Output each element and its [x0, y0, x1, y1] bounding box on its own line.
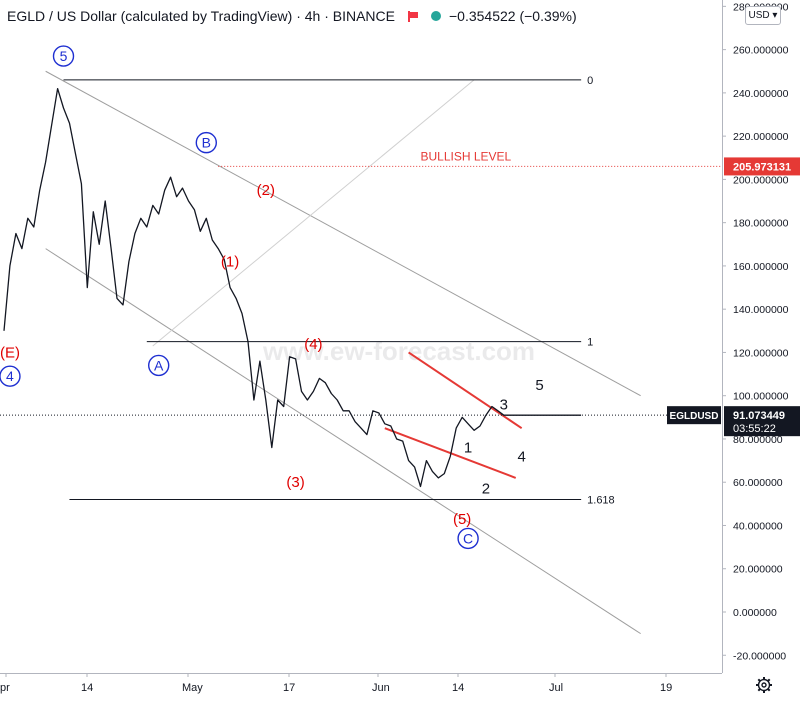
wave-label: (1)	[221, 254, 239, 271]
trend-line-1	[45, 248, 641, 635]
price-tick-label: 20.000000	[733, 564, 783, 576]
time-tick-label: Jun	[372, 682, 390, 694]
wave-label: 1	[464, 440, 472, 457]
time-tick-label: Jul	[549, 682, 563, 694]
price-tick-label: 40.000000	[733, 520, 783, 532]
wave-label: (2)	[257, 182, 275, 199]
wave-circle	[147, 354, 170, 377]
price-tick-label: 240.000000	[733, 88, 789, 100]
egld-price-line	[3, 87, 582, 488]
symbol-tag-bg	[667, 406, 721, 425]
price-tick-label: 180.000000	[733, 218, 789, 230]
bullish-price-tag: 205.973131	[733, 161, 791, 173]
price-tick-label: 260.000000	[733, 45, 789, 57]
market-status-icon	[431, 11, 441, 21]
fib-level-label: 1.618	[587, 495, 615, 507]
price-change: −0.354522 (−0.39%)	[449, 8, 577, 24]
price-tick-label: 0.000000	[733, 607, 777, 619]
symbol-tag: EGLDUSD	[670, 411, 719, 422]
wave-label: (5)	[453, 511, 471, 528]
price-tick-label: 140.000000	[733, 304, 789, 316]
wave-circle	[0, 365, 21, 387]
chart-header: EGLD / US Dollar (calculated by TradingV…	[0, 0, 577, 32]
time-tick-label: May	[182, 682, 203, 694]
gear-icon[interactable]	[755, 676, 773, 694]
countdown-tag: 03:55:22	[733, 423, 776, 435]
wave-label: 4	[517, 448, 525, 465]
price-tick-label: 220.000000	[733, 131, 789, 143]
flag-icon[interactable]	[407, 10, 419, 22]
price-tick-label: 60.000000	[733, 477, 783, 489]
wave-label: 4	[6, 368, 14, 384]
time-tick-label: 14	[452, 682, 464, 694]
wave-circle	[457, 527, 479, 550]
wave-label: 5	[535, 377, 543, 394]
time-tick-label: 19	[660, 682, 672, 694]
wave-label: 2	[482, 481, 490, 498]
wave-label: (4)	[304, 336, 322, 353]
bullish-level-label: BULLISH LEVEL	[421, 149, 512, 163]
wave-label: C	[463, 530, 473, 546]
fib-level-label: 0	[587, 75, 593, 87]
watermark-text: www.ew-forecast.com	[262, 336, 535, 366]
wave-label: (3)	[286, 474, 304, 491]
price-tick-label: 80.000000	[733, 434, 783, 446]
last-price-tag-bg	[724, 406, 800, 437]
time-tick-label: pr	[0, 682, 10, 694]
currency-button[interactable]: USD ▾	[745, 6, 781, 25]
wave-label: 5	[60, 48, 68, 64]
wave-label: B	[202, 135, 211, 151]
bullish-price-tag-bg	[724, 157, 800, 176]
last-price-tag: 91.073449	[733, 410, 785, 422]
wave-label: 3	[500, 396, 508, 413]
trend-line-2	[152, 79, 475, 347]
wave-circle	[195, 131, 218, 154]
price-tick-label: 120.000000	[733, 347, 789, 359]
price-tick-label: -20.000000	[733, 650, 786, 662]
symbol-title[interactable]: EGLD / US Dollar (calculated by TradingV…	[7, 8, 395, 24]
fib-level-label: 1	[587, 337, 593, 349]
price-tick-label: 160.000000	[733, 261, 789, 273]
trend-line-3	[408, 351, 523, 429]
trend-line-4	[384, 427, 517, 479]
wave-label: A	[154, 357, 164, 373]
price-tick-label: 200.000000	[733, 174, 789, 186]
price-tick-label: 100.000000	[733, 391, 789, 403]
time-tick-label: 17	[283, 682, 295, 694]
time-tick-label: 14	[81, 682, 93, 694]
wave-label: (E)	[0, 344, 20, 361]
wave-circle	[52, 45, 75, 67]
